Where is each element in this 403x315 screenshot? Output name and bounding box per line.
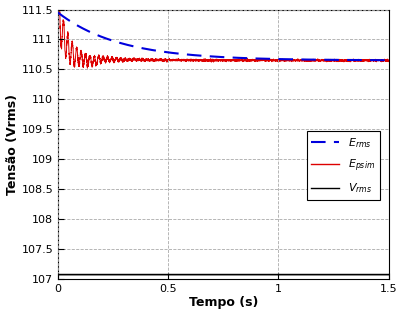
Y-axis label: Tensão (Vrms): Tensão (Vrms) (6, 94, 19, 195)
Legend: $E_{rms}$, $E_{psim}$, $V_{rms}$: $E_{rms}$, $E_{psim}$, $V_{rms}$ (307, 131, 380, 200)
X-axis label: Tempo (s): Tempo (s) (189, 296, 258, 309)
